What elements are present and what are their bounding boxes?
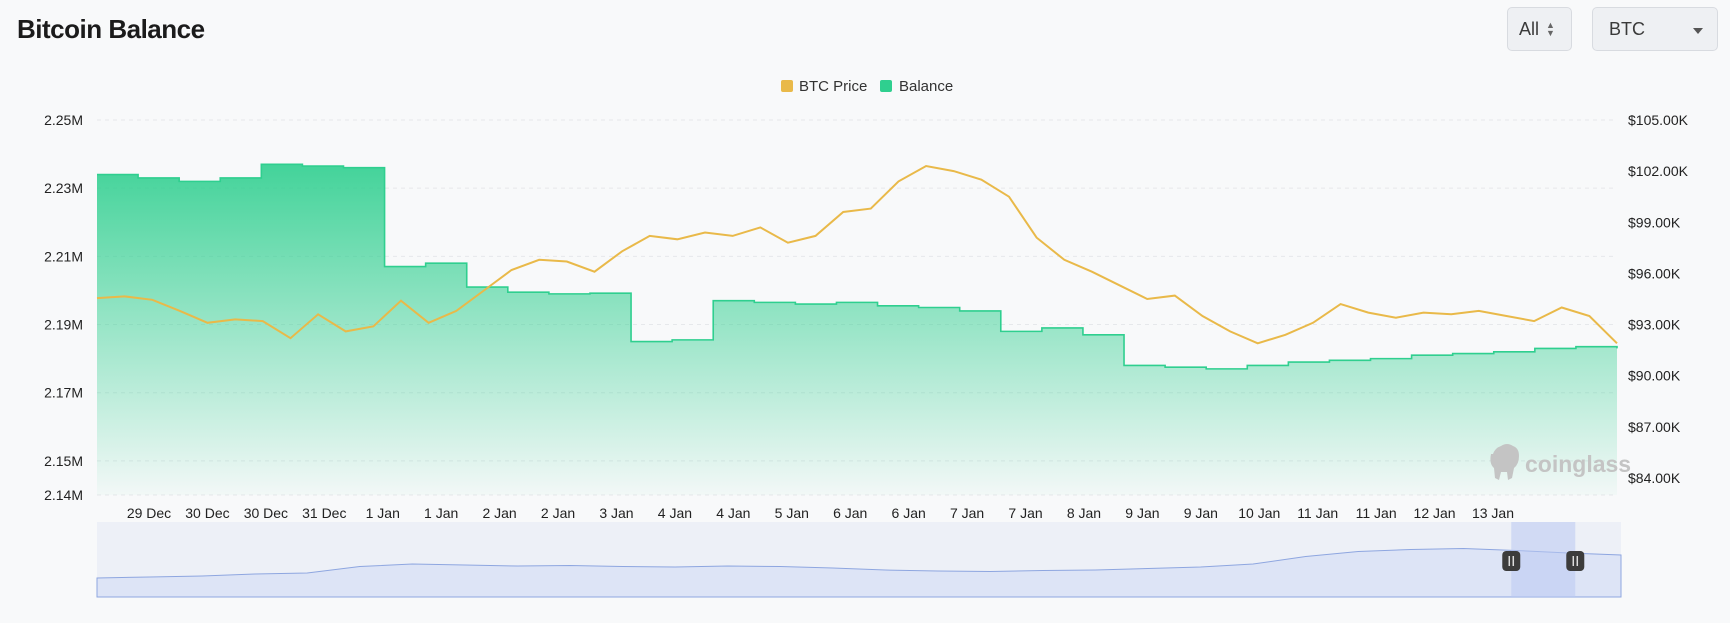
x-tick-label: 6 Jan [892, 505, 926, 521]
x-tick-label: 31 Dec [302, 505, 346, 521]
handle-grip-icon [1566, 551, 1585, 571]
x-tick-label: 8 Jan [1067, 505, 1101, 521]
up-down-arrows-icon: ▲ ▼ [1546, 20, 1555, 38]
y-left-tick-label: 2.21M [44, 248, 83, 264]
watermark-text: coinglass [1525, 451, 1631, 477]
page-title: Bitcoin Balance [17, 14, 205, 44]
navigator-handle-right[interactable] [1566, 551, 1585, 571]
x-tick-label: 12 Jan [1414, 505, 1456, 521]
x-tick-label: 1 Jan [366, 505, 400, 521]
y-right-tick-label: $84.00K [1628, 470, 1681, 486]
x-tick-label: 7 Jan [950, 505, 984, 521]
y-left-tick-label: 2.15M [44, 453, 83, 469]
range-select[interactable]: All ▲ ▼ [1507, 7, 1572, 51]
x-tick-label: 5 Jan [775, 505, 809, 521]
navigator-area [96, 547, 1622, 598]
legend-swatch-btc-price [781, 80, 793, 92]
y-left-tick-label: 2.19M [44, 317, 83, 333]
x-tick-label: 30 Dec [185, 505, 229, 521]
y-right-tick-label: $102.00K [1628, 163, 1689, 179]
navigator-handle-left[interactable] [1502, 551, 1521, 571]
x-tick-label: 2 Jan [482, 505, 516, 521]
y-right-tick-label: $93.00K [1628, 317, 1681, 333]
x-tick-label: 1 Jan [424, 505, 458, 521]
x-tick-label: 13 Jan [1472, 505, 1514, 521]
range-select-value: All [1519, 18, 1540, 39]
x-tick-label: 11 Jan [1297, 505, 1338, 521]
y-right-tick-label: $105.00K [1628, 112, 1689, 128]
coinglass-watermark: coinglass [1490, 444, 1631, 480]
chart-legend[interactable]: BTC Price Balance [781, 78, 953, 95]
y-axis-right: $105.00K $102.00K $99.00K $96.00K $93.00K $90… [1628, 112, 1689, 486]
unit-select[interactable]: BTC [1592, 7, 1718, 51]
y-right-tick-label: $87.00K [1628, 419, 1681, 435]
legend-label-balance[interactable]: Balance [899, 78, 953, 95]
y-right-tick-label: $90.00K [1628, 368, 1681, 384]
y-left-tick-label: 2.14M [44, 487, 83, 503]
x-tick-label: 2 Jan [541, 505, 575, 521]
balance-area [97, 164, 1617, 495]
navigator-selection[interactable] [1511, 522, 1576, 597]
x-tick-label: 9 Jan [1125, 505, 1159, 521]
y-left-tick-label: 2.25M [44, 112, 83, 128]
range-navigator[interactable] [96, 522, 1622, 598]
handle-grip-icon [1502, 551, 1521, 571]
x-tick-label: 11 Jan [1356, 505, 1397, 521]
y-axis-left: 2.25M 2.23M 2.21M 2.19M 2.17M 2.15M 2.14M [44, 112, 83, 503]
legend-label-btc-price[interactable]: BTC Price [799, 78, 867, 95]
unit-select-value: BTC [1609, 18, 1645, 39]
y-left-tick-label: 2.23M [44, 180, 83, 196]
chevron-down-icon [1693, 28, 1703, 34]
coinglass-logo-icon [1490, 444, 1519, 480]
y-right-tick-label: $99.00K [1628, 214, 1681, 230]
x-tick-label: 10 Jan [1238, 505, 1280, 521]
x-tick-label: 3 Jan [599, 505, 633, 521]
x-tick-label: 30 Dec [244, 505, 288, 521]
legend-swatch-balance [880, 80, 892, 92]
x-tick-label: 6 Jan [833, 505, 867, 521]
x-axis: 29 Dec 30 Dec 30 Dec 31 Dec 1 Jan 1 Jan 2 Jan 2… [127, 505, 1514, 521]
y-right-tick-label: $96.00K [1628, 265, 1681, 281]
btc-price-line [96, 164, 1618, 345]
x-tick-label: 29 Dec [127, 505, 171, 521]
x-tick-label: 4 Jan [658, 505, 692, 521]
x-tick-label: 7 Jan [1008, 505, 1042, 521]
y-left-tick-label: 2.17M [44, 385, 83, 401]
x-tick-label: 4 Jan [716, 505, 750, 521]
balance-line [97, 163, 1618, 370]
x-tick-label: 9 Jan [1184, 505, 1218, 521]
